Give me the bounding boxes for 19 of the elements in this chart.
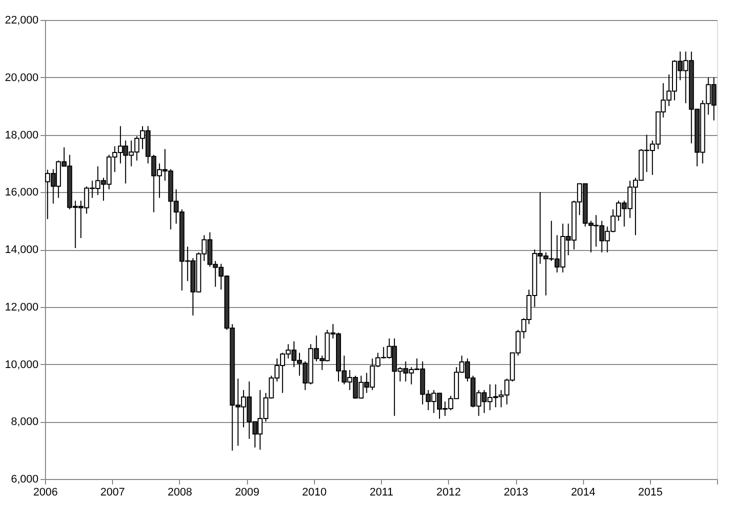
y-tick-label: 8,000 [10,416,38,428]
y-tick-label: 6,000 [10,474,38,486]
x-tick-label: 2010 [302,486,327,498]
x-tick-label: 2007 [100,486,125,498]
x-tick-label: 2011 [370,486,394,498]
y-tick-label: 10,000 [4,358,38,371]
x-tick-label: 2014 [570,486,596,498]
y-tick-label: 12,000 [4,301,38,314]
x-tick-label: 2006 [33,486,58,498]
y-tick-label: 20,000 [4,72,38,84]
x-tick-label: 2013 [504,486,528,498]
y-tick-label: 16,000 [4,186,38,199]
x-tick-label: 2009 [234,486,260,498]
y-tick-label: 18,000 [4,129,38,142]
y-tick-label: 22,000 [4,14,38,26]
y-tick-label: 14,000 [4,244,38,256]
x-tick-label: 2008 [168,486,192,498]
x-tick-label: 2015 [638,486,663,498]
x-tick-label: 2012 [436,486,461,498]
